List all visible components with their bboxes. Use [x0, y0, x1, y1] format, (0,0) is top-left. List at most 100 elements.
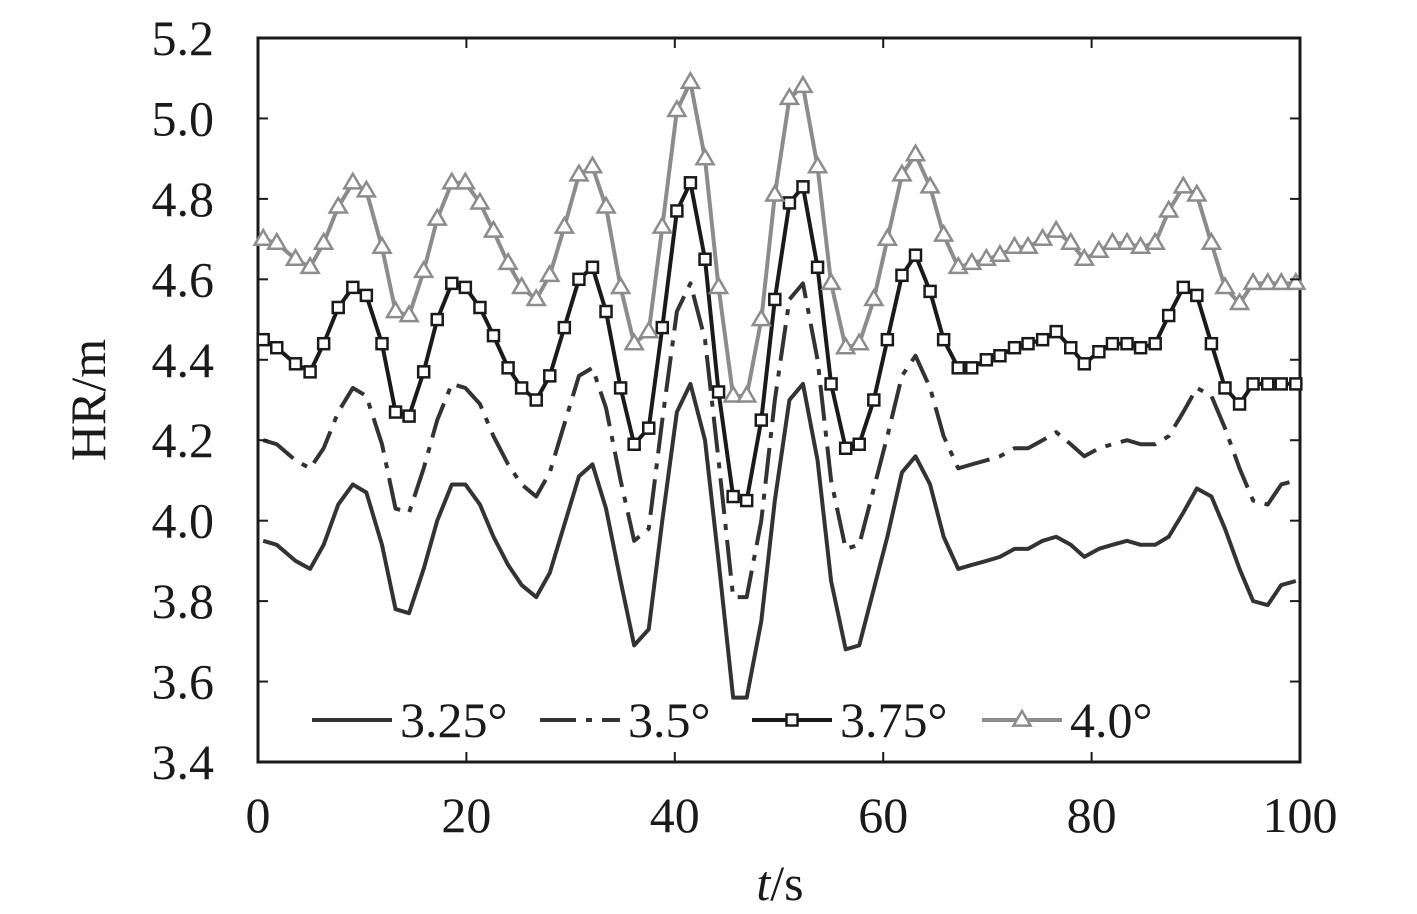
data-point: [979, 353, 994, 367]
x-tick-label: 40: [650, 787, 700, 843]
data-point: [1246, 377, 1260, 391]
x-tick-label: 100: [1263, 787, 1338, 843]
data-point: [707, 275, 730, 295]
x-tick-label: 60: [858, 787, 908, 843]
data-point: [402, 409, 416, 423]
data-point: [355, 179, 378, 198]
data-point: [599, 304, 613, 319]
data-point: [1200, 231, 1223, 250]
series-layer: [252, 70, 1307, 700]
series-2: [256, 176, 1303, 508]
data-point: [1092, 344, 1106, 359]
x-axis-label-variable: t: [756, 855, 771, 911]
data-point: [1232, 397, 1247, 411]
data-point: [876, 227, 899, 246]
data-point: [256, 332, 270, 347]
data-point: [1144, 231, 1166, 250]
data-point: [1148, 336, 1162, 351]
data-point: [525, 287, 547, 307]
data-point: [1289, 377, 1303, 391]
data-point: [698, 252, 712, 266]
data-point: [764, 183, 786, 202]
data-point: [581, 155, 604, 174]
data-point: [694, 147, 716, 166]
data-point: [416, 365, 431, 379]
legend-label: 3.75°: [840, 692, 948, 748]
data-point: [904, 143, 927, 162]
data-point: [711, 385, 726, 399]
data-point: [895, 268, 909, 283]
data-point: [252, 227, 274, 246]
data-point: [1105, 336, 1120, 351]
data-point: [936, 332, 951, 347]
data-point: [852, 437, 866, 451]
data-point: [1285, 271, 1307, 291]
plot-area: [256, 36, 1302, 764]
data-point: [1242, 271, 1264, 291]
data-point: [1129, 235, 1152, 254]
data-point: [529, 393, 543, 407]
series-1: [262, 281, 1297, 600]
data-point: [820, 271, 842, 291]
y-tick-label: 3.8: [152, 573, 215, 629]
data-point: [951, 361, 965, 375]
data-point: [1060, 231, 1082, 250]
data-point: [299, 255, 321, 275]
y-tick-label: 3.4: [152, 734, 215, 790]
data-point: [782, 196, 797, 210]
data-point: [1035, 332, 1050, 347]
y-tick-label: 5.0: [152, 90, 215, 146]
y-axis-label: HR/m: [60, 339, 116, 461]
data-point: [371, 235, 393, 254]
data-point: [965, 361, 979, 375]
tick-layer: 0 20 40 60 80 100 3.4 3.6 3.8 4.0 4.2 4.4 4.6 4.8 5.0 5…: [152, 10, 1338, 843]
legend-label: 3.25°: [400, 692, 508, 748]
data-point: [932, 223, 955, 242]
data-point: [796, 180, 810, 194]
data-point: [572, 272, 586, 287]
data-point: [543, 369, 557, 383]
legend-label: 4.0°: [1070, 692, 1153, 748]
data-point: [1120, 336, 1134, 351]
data-point: [1218, 381, 1232, 395]
data-point: [1049, 324, 1063, 339]
data-point: [1161, 308, 1176, 323]
legend: 3.25° 3.5° 3.75° 4.0°: [312, 692, 1153, 748]
data-point: [557, 320, 572, 335]
data-point: [553, 215, 576, 234]
data-point: [806, 155, 829, 174]
data-point: [655, 320, 670, 335]
data-point: [792, 74, 814, 94]
data-point: [1172, 175, 1195, 194]
y-tick-label: 3.6: [152, 654, 215, 710]
data-point: [642, 421, 656, 435]
series-0: [262, 381, 1297, 700]
data-point: [595, 195, 617, 214]
data-point: [891, 163, 913, 182]
data-point: [867, 393, 881, 407]
plot-frame: [256, 36, 1302, 764]
data-point: [1176, 280, 1191, 295]
data-point: [726, 489, 740, 504]
data-point: [613, 381, 628, 395]
data-point: [284, 247, 307, 267]
data-point: [880, 332, 895, 347]
y-tick-label: 4.0: [152, 493, 215, 549]
series-line: [262, 381, 1297, 700]
x-axis-label-unit: /s: [770, 855, 803, 911]
data-point: [993, 349, 1007, 363]
legend-item: 3.75°: [752, 692, 948, 748]
data-point: [722, 384, 744, 403]
data-point: [863, 287, 885, 307]
data-point: [501, 361, 515, 375]
data-point: [768, 292, 782, 307]
data-point: [754, 413, 769, 427]
x-tick-label: 80: [1067, 787, 1117, 843]
y-tick-label: 4.4: [152, 332, 215, 388]
data-point: [288, 357, 303, 371]
data-point: [266, 231, 288, 250]
data-point: [1204, 336, 1219, 351]
data-point: [1133, 340, 1148, 355]
data-point: [375, 336, 389, 351]
